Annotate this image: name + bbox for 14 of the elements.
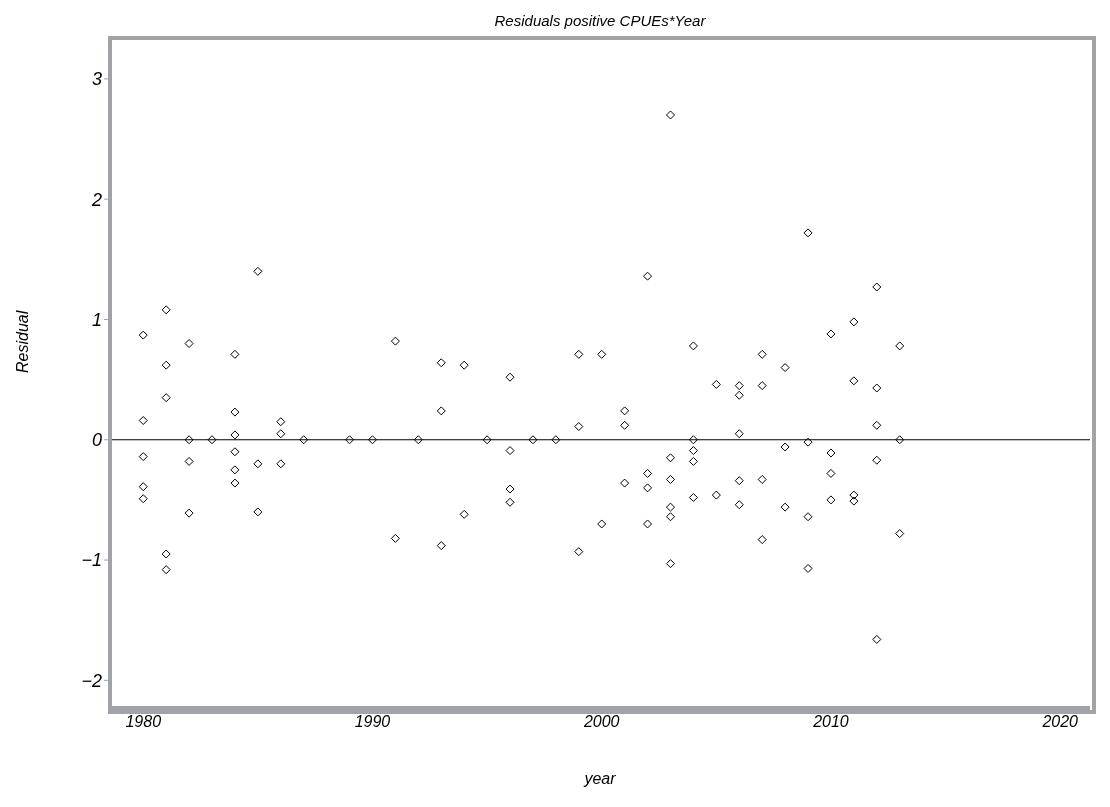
x-tick-label: 1980 bbox=[125, 713, 162, 731]
x-tick-label: 1990 bbox=[354, 713, 391, 731]
x-tick-label: 2010 bbox=[812, 713, 849, 731]
y-tick-label: −1 bbox=[81, 550, 102, 571]
y-axis-title: Residual bbox=[13, 310, 31, 373]
y-tick-label: 2 bbox=[90, 189, 102, 210]
x-axis-title: year bbox=[583, 770, 617, 787]
y-tick-label: −2 bbox=[81, 670, 102, 691]
y-tick-label: 3 bbox=[91, 69, 102, 90]
chart-title: Residuals positive CPUEs*Year bbox=[493, 12, 707, 29]
x-tick-label: 2000 bbox=[582, 713, 620, 731]
x-tick-label: 2020 bbox=[1041, 713, 1079, 731]
y-tick-label: 0 bbox=[91, 430, 102, 451]
y-tick-label: 1 bbox=[91, 309, 102, 330]
